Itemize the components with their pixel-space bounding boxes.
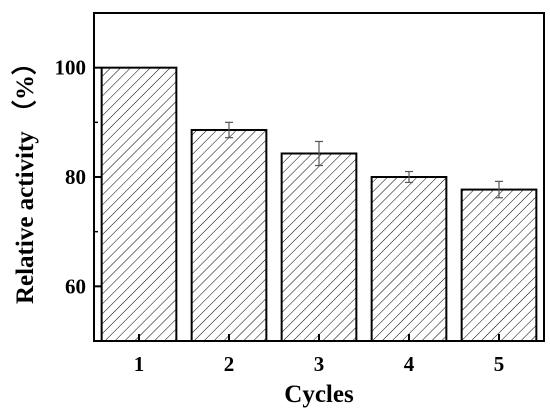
y-tick-label: 60 <box>65 274 86 298</box>
x-tick-label: 2 <box>224 352 235 376</box>
error-bar-cycle-2 <box>225 121 233 139</box>
x-tick-label: 3 <box>314 352 325 376</box>
error-bar-cycle-5 <box>495 180 503 199</box>
error-bar-cycle-3 <box>315 140 323 167</box>
bar-cycle-2 <box>190 128 268 342</box>
bars-layer <box>100 66 538 343</box>
x-tick-label: 1 <box>134 352 145 376</box>
ticks-layer: 1 2 3 4 5 60 80 100 <box>55 56 505 376</box>
x-tick-label: 5 <box>494 352 505 376</box>
bar-cycle-5 <box>460 188 538 342</box>
bar-cycle-4 <box>370 176 448 342</box>
error-bars-layer <box>225 121 503 199</box>
y-axis-label: Relative activity （%） <box>10 50 39 304</box>
y-tick-label: 100 <box>55 56 87 80</box>
y-tick-label: 80 <box>65 165 86 189</box>
x-tick-label: 4 <box>404 352 415 376</box>
error-bar-cycle-4 <box>405 170 413 184</box>
bar-cycle-1 <box>100 66 178 343</box>
bar-cycle-3 <box>280 152 358 342</box>
x-axis-label: Cycles <box>284 381 354 408</box>
